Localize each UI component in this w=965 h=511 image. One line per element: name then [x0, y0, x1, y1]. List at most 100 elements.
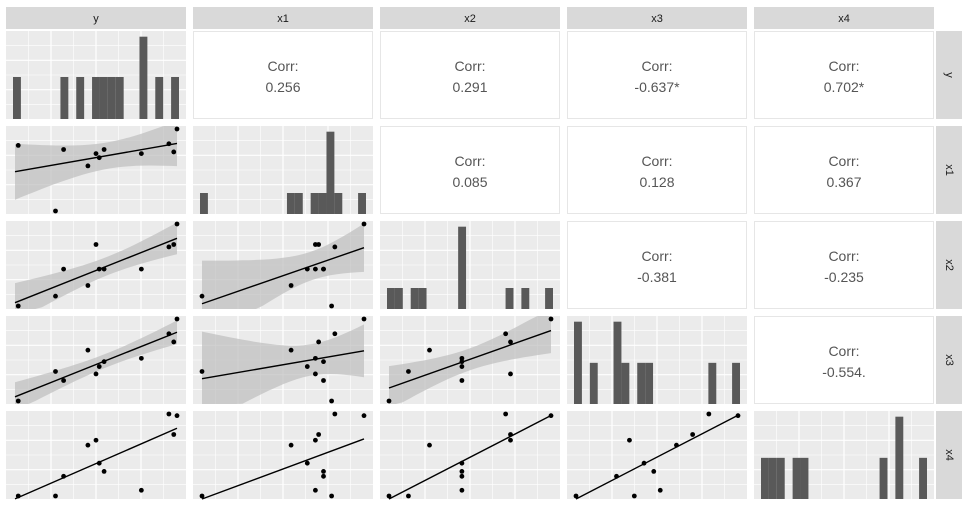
scatter-point	[329, 398, 334, 404]
scatter-point	[61, 266, 66, 272]
histogram-bar	[318, 193, 327, 214]
scatter-point	[313, 487, 318, 493]
scatter-point	[674, 442, 679, 448]
correlation-panel	[754, 316, 934, 404]
scatter-point	[174, 221, 180, 227]
histogram-bar	[358, 193, 366, 214]
scatter-point	[288, 442, 294, 448]
scatter-point	[93, 437, 99, 443]
histogram-bar	[637, 362, 646, 404]
scatter-point	[174, 413, 180, 419]
histogram-bar	[334, 193, 343, 214]
histogram-bar	[171, 77, 179, 119]
scatter-point	[171, 242, 177, 247]
scatter-point	[96, 364, 102, 369]
scatter-point	[329, 303, 334, 309]
histogram-bar	[76, 77, 85, 119]
scatter-point	[171, 432, 177, 437]
scatter-point	[93, 242, 99, 247]
scatter-point	[332, 411, 338, 417]
scatter-point	[321, 473, 326, 479]
scatter-point	[85, 347, 91, 353]
histogram-bar	[326, 131, 335, 214]
histogram-bar	[613, 321, 622, 404]
corr-value: -0.554.	[822, 364, 866, 380]
scatter-point	[15, 398, 21, 404]
scatter-point	[199, 293, 205, 299]
scatter-point	[321, 378, 326, 383]
scatter-point	[304, 460, 310, 466]
row-strip-label: x1	[943, 164, 955, 176]
scatter-point	[503, 411, 509, 417]
column-strip	[193, 7, 373, 29]
histogram-bar	[761, 457, 769, 499]
histogram-bar	[13, 77, 21, 119]
scatter-point	[96, 460, 102, 466]
scatter-point	[93, 371, 99, 377]
scatter-point	[138, 355, 144, 361]
scatter-point	[93, 151, 99, 157]
scatter-point	[651, 469, 657, 474]
histogram-bar	[294, 193, 303, 214]
histogram-bar	[621, 362, 630, 404]
scatter-point	[406, 369, 411, 374]
scatter-point	[166, 244, 172, 250]
scatter-point	[85, 442, 91, 448]
scatter-point	[53, 493, 58, 499]
scatter-point	[138, 487, 144, 493]
histogram-bar	[645, 362, 654, 404]
histogram-bar	[574, 321, 582, 404]
row-strip-label: x2	[943, 259, 955, 271]
scatter-point	[735, 413, 741, 419]
corr-value: -0.381	[637, 269, 677, 285]
scatter-point	[386, 398, 392, 404]
scatter-point	[288, 347, 294, 353]
regression-line	[201, 350, 365, 380]
scatter-point	[313, 355, 318, 361]
scatter-point	[101, 266, 107, 272]
scatter-point	[61, 473, 66, 479]
scatter-point	[199, 493, 205, 499]
correlation-panel	[380, 126, 560, 214]
scatter-point	[316, 242, 322, 247]
corr-value: 0.702*	[824, 79, 865, 95]
scatter-point	[361, 413, 367, 419]
scatter-point	[304, 364, 310, 369]
scatter-point	[614, 473, 619, 479]
histogram-bar	[310, 193, 319, 214]
histogram-bar	[768, 457, 777, 499]
regression-line	[575, 414, 739, 500]
scatter-point	[361, 221, 367, 227]
scatter-point	[171, 149, 177, 155]
histogram-bar	[776, 457, 785, 499]
scatter-point	[459, 364, 465, 369]
scatter-point	[508, 432, 513, 437]
histogram-bar	[60, 77, 69, 119]
corr-value: 0.367	[826, 174, 861, 190]
scatter-point	[459, 460, 465, 466]
scatter-point	[459, 473, 465, 479]
row-strip	[936, 126, 962, 214]
corr-value: 0.128	[639, 174, 674, 190]
corr-label: Corr:	[828, 343, 859, 359]
scatter-point	[171, 339, 177, 345]
corr-label: Corr:	[828, 153, 859, 169]
scatter-point	[313, 437, 318, 443]
row-strip	[936, 221, 962, 309]
corr-value: -0.235	[824, 269, 864, 285]
correlation-panel	[193, 31, 373, 119]
scatter-point	[332, 244, 338, 250]
column-strip	[6, 7, 186, 29]
column-strip-label: x4	[838, 13, 850, 25]
scatter-point	[321, 266, 326, 272]
scatter-point	[361, 316, 367, 322]
scatter-point	[459, 487, 465, 493]
histogram-bar	[286, 193, 295, 214]
histogram-bar	[800, 457, 809, 499]
scatter-point	[101, 147, 107, 152]
scatter-point	[15, 143, 21, 148]
row-strip-label: x4	[943, 449, 955, 461]
scatter-point	[166, 411, 172, 417]
scatter-point	[657, 487, 663, 493]
scatter-point	[61, 147, 66, 152]
